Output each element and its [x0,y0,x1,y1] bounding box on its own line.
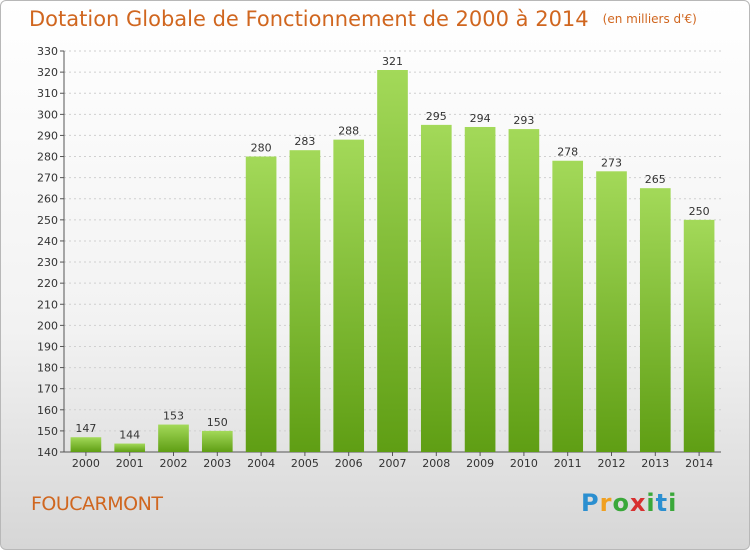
bar [158,424,189,452]
logo-letter: i [646,489,656,517]
logo-letter: i [668,489,678,517]
proxiti-logo: Proxiti [581,489,677,517]
x-tick-label: 2003 [203,457,231,470]
bar-value-label: 147 [75,422,96,435]
x-tick-label: 2000 [72,457,100,470]
bar [114,443,146,452]
y-tick-label: 150 [37,425,58,438]
bar-value-label: 294 [470,112,491,125]
logo-letter: r [599,489,613,517]
logo-letter: x [629,489,647,517]
x-tick-label: 2010 [510,457,538,470]
bar [508,129,540,452]
x-tick-label: 2001 [116,457,144,470]
bar-value-label: 321 [382,55,403,68]
chart-unit: (en milliers d'€) [602,12,697,26]
bar-value-label: 288 [338,125,359,138]
x-tick-label: 2005 [291,457,319,470]
x-tick-label: 2009 [466,457,494,470]
bar [464,126,496,453]
y-tick-label: 300 [37,108,58,121]
x-tick-label: 2007 [379,457,407,470]
bar-value-label: 280 [251,142,272,155]
bars [70,69,715,453]
y-tick-label: 180 [37,362,58,375]
y-tick-label: 190 [37,340,58,353]
x-tick-label: 2011 [554,457,582,470]
value-labels: 147 144 153 150 280 283 288 321 295 294 293 278 273 2… [75,55,709,442]
bar [70,437,102,452]
bar [201,430,233,452]
y-tick-label: 220 [37,277,58,290]
logo-letter: t [655,489,669,517]
commune-name: FOUCARMONT [31,493,163,515]
y-tick-label: 140 [37,446,58,459]
bar-value-label: 250 [689,205,710,218]
x-tick-label: 2014 [685,457,713,470]
bar-value-label: 278 [557,146,578,159]
y-tick-label: 240 [37,235,58,248]
bar-value-label: 273 [601,156,622,169]
y-tick-label: 330 [37,45,58,58]
bar [420,124,452,453]
bar [683,219,715,452]
y-tick-label: 210 [37,298,58,311]
x-tick-label: 2013 [641,457,669,470]
x-tick-label: 2004 [247,457,275,470]
y-tick-label: 230 [37,256,58,269]
bar-value-label: 265 [645,173,666,186]
bar [377,69,408,452]
axes: 140 150 160 170 180 190 200 210 220 230 240 250 260 2… [37,45,721,470]
x-tick-label: 2012 [598,457,626,470]
bar [639,188,671,452]
y-tick-label: 250 [37,214,58,227]
bar-value-label: 150 [207,416,228,429]
x-tick-label: 2002 [160,457,188,470]
bar [333,139,365,453]
bar-value-label: 283 [294,135,315,148]
bar [596,171,627,453]
chart-title-text: Dotation Globale de Fonctionnement de 20… [29,7,589,31]
y-tick-label: 170 [37,383,58,396]
bar-value-label: 144 [119,429,140,442]
y-tick-label: 290 [37,129,58,142]
bar-value-label: 293 [513,114,534,127]
y-tick-label: 270 [37,172,58,185]
y-tick-label: 280 [37,151,58,164]
x-tick-label: 2006 [335,457,363,470]
y-tick-label: 160 [37,404,58,417]
y-tick-label: 200 [37,319,58,332]
y-tick-label: 310 [37,87,58,100]
y-tick-label: 320 [37,66,58,79]
x-tick-label: 2008 [422,457,450,470]
bar-value-label: 153 [163,410,184,423]
logo-letter: o [612,489,630,517]
bar [245,156,277,453]
bar [289,150,321,452]
chart-title: Dotation Globale de Fonctionnement de 20… [29,7,697,31]
bar [552,160,584,452]
logo-letter: P [581,489,600,517]
bar-value-label: 295 [426,110,447,123]
y-tick-label: 260 [37,193,58,206]
